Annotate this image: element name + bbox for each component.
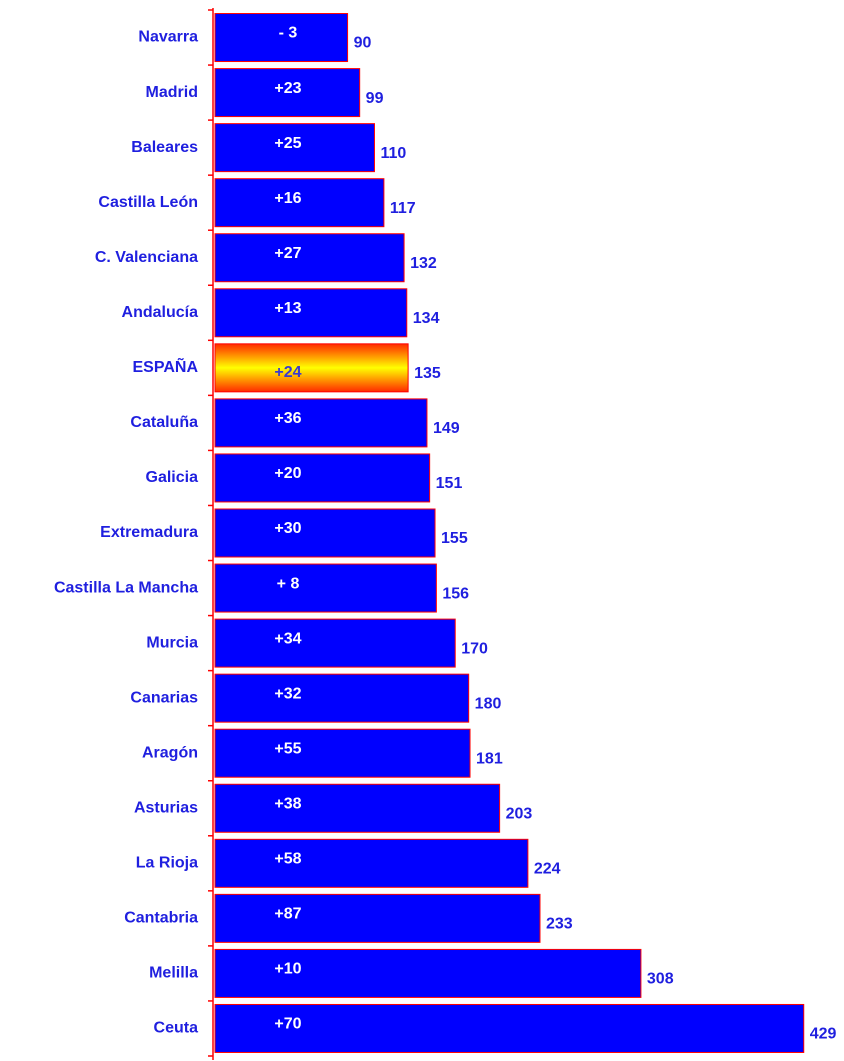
bar bbox=[214, 343, 409, 393]
bar-annotation: +20 bbox=[274, 465, 301, 482]
category-label: Baleares bbox=[131, 139, 198, 156]
value-label: 233 bbox=[546, 916, 573, 933]
category-label: Castilla La Mancha bbox=[54, 579, 198, 596]
bar-annotation: +70 bbox=[274, 1016, 301, 1033]
bar-annotation: +32 bbox=[274, 685, 301, 702]
bar-annotation: - 3 bbox=[279, 25, 298, 42]
value-label: 117 bbox=[390, 200, 416, 217]
category-label: Ceuta bbox=[154, 1020, 199, 1037]
bar-annotation: +16 bbox=[274, 190, 301, 207]
bar bbox=[214, 453, 431, 503]
bar bbox=[214, 13, 349, 63]
bar-annotation: +87 bbox=[274, 906, 301, 923]
bar-annotation: +27 bbox=[274, 245, 301, 262]
bar bbox=[214, 398, 428, 448]
bar-annotation: +30 bbox=[274, 520, 301, 537]
bar-annotation: +25 bbox=[274, 135, 301, 152]
bar bbox=[214, 783, 501, 833]
bar bbox=[214, 233, 405, 283]
bar-annotation: +38 bbox=[274, 795, 301, 812]
bar bbox=[214, 178, 385, 228]
bar-annotation: +36 bbox=[274, 410, 301, 427]
category-label: Cantabria bbox=[124, 910, 198, 927]
value-label: 308 bbox=[647, 971, 674, 988]
category-label: Aragón bbox=[142, 744, 198, 761]
category-label: Murcia bbox=[146, 634, 198, 651]
category-label: Andalucía bbox=[122, 304, 199, 321]
category-label: Galicia bbox=[146, 469, 199, 486]
category-label: Cataluña bbox=[130, 414, 198, 431]
bar bbox=[214, 618, 456, 668]
category-label: Canarias bbox=[130, 689, 198, 706]
bar-annotation: +34 bbox=[274, 630, 301, 647]
value-label: 99 bbox=[366, 90, 384, 107]
bar-annotation: +23 bbox=[274, 80, 301, 97]
bar bbox=[214, 123, 375, 173]
category-label: La Rioja bbox=[136, 855, 198, 872]
value-label: 110 bbox=[380, 145, 406, 162]
value-label: 149 bbox=[433, 420, 460, 437]
category-label: Madrid bbox=[146, 84, 198, 101]
category-label: Asturias bbox=[134, 799, 198, 816]
bar-annotation: +13 bbox=[274, 300, 301, 317]
bar bbox=[214, 728, 471, 778]
category-label: ESPAÑA bbox=[133, 356, 199, 376]
category-label: C. Valenciana bbox=[95, 249, 198, 266]
value-label: 429 bbox=[810, 1026, 837, 1043]
bar-annotation: +10 bbox=[274, 961, 301, 978]
bar bbox=[214, 838, 529, 888]
bar bbox=[214, 563, 437, 613]
bar-annotation: + 8 bbox=[277, 575, 300, 592]
bar bbox=[214, 673, 470, 723]
value-label: 151 bbox=[436, 475, 463, 492]
category-label: Extremadura bbox=[100, 524, 198, 541]
value-label: 203 bbox=[506, 805, 533, 822]
bar-annotation: +55 bbox=[274, 740, 301, 757]
category-label: Navarra bbox=[138, 29, 198, 46]
bar bbox=[214, 68, 361, 118]
bar bbox=[214, 948, 642, 998]
bar-annotation: +24 bbox=[274, 364, 301, 381]
value-label: 170 bbox=[461, 640, 488, 657]
value-label: 156 bbox=[442, 585, 469, 602]
value-label: 135 bbox=[414, 365, 441, 382]
value-label: 180 bbox=[475, 695, 502, 712]
value-label: 181 bbox=[476, 750, 503, 767]
value-label: 132 bbox=[410, 255, 437, 272]
bar bbox=[214, 1003, 805, 1053]
bar-annotation: +58 bbox=[274, 851, 301, 868]
category-label: Castilla León bbox=[98, 194, 198, 211]
bar bbox=[214, 893, 541, 943]
bar bbox=[214, 288, 408, 338]
bar bbox=[214, 508, 436, 558]
value-label: 134 bbox=[413, 310, 440, 327]
value-label: 155 bbox=[441, 530, 468, 547]
value-label: 90 bbox=[354, 35, 372, 52]
category-label: Melilla bbox=[149, 965, 198, 982]
value-label: 224 bbox=[534, 861, 561, 878]
